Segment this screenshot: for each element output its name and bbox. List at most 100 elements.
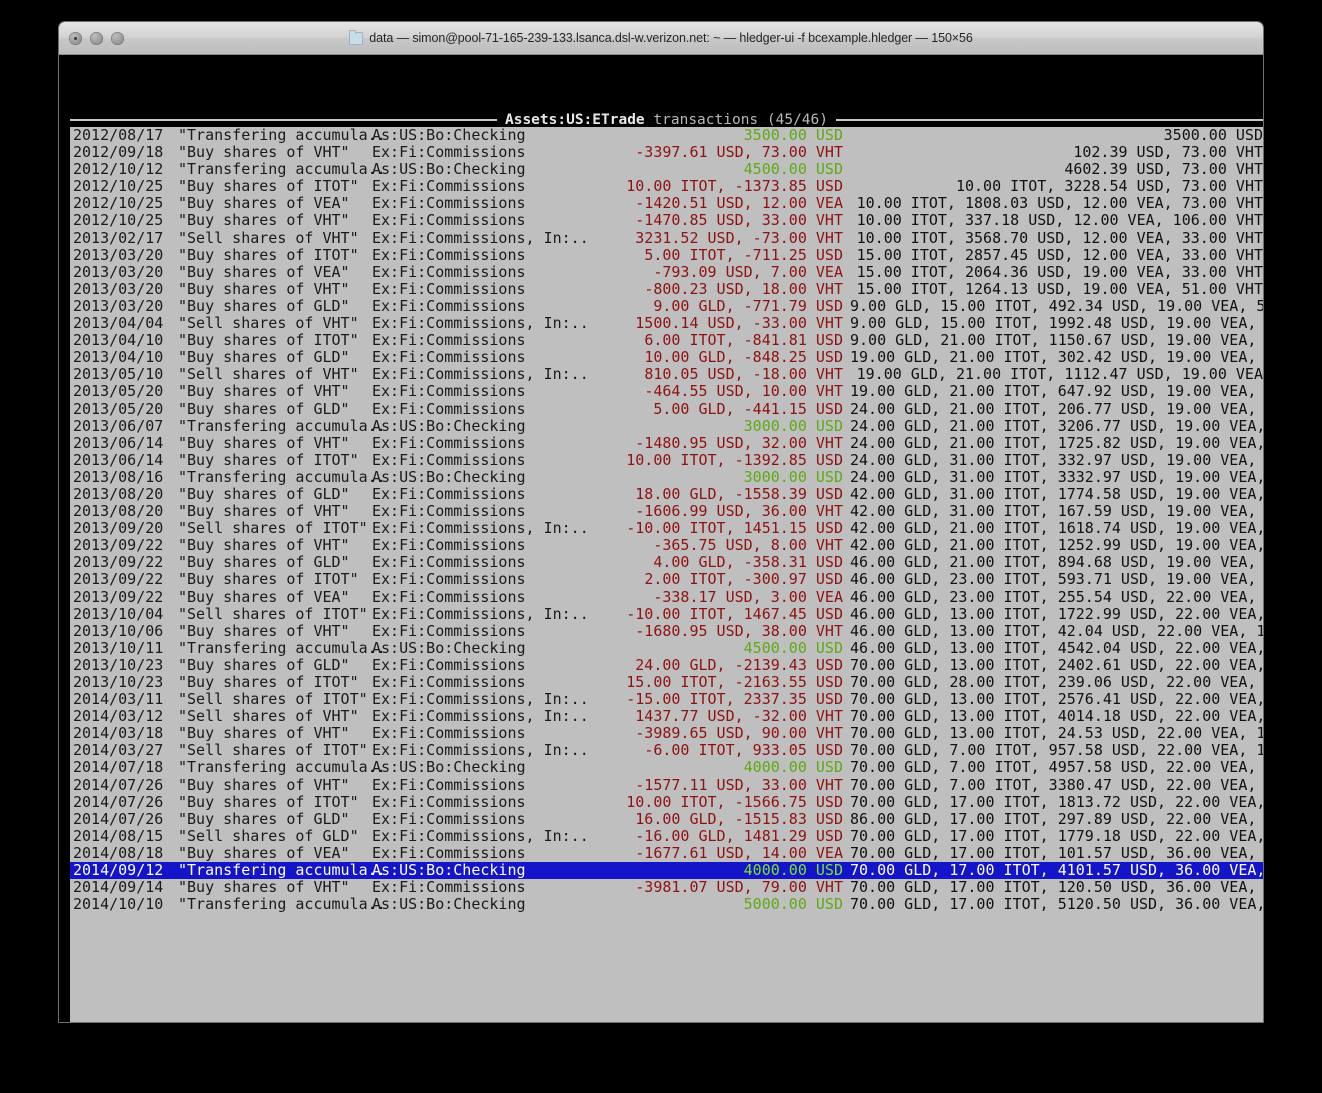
table-row[interactable]: 2013/02/17 "Sell shares of VHT" Ex:Fi:Comm… [70,229,1263,247]
table-row[interactable]: 2013/09/22 "Buy shares of GLD" Ex:Fi:Commi… [70,554,1263,571]
table-row[interactable]: 2014/03/18 "Buy shares of VHT" Ex:Fi:Commi… [70,725,1263,742]
table-row[interactable]: 2013/04/10 "Buy shares of GLD" Ex:Fi:Commi… [70,349,1263,366]
table-row[interactable]: 2013/05/10 "Sell shares of VHT" Ex:Fi:Comm… [70,366,1263,383]
table-row[interactable]: 2013/06/14 "Buy shares of VHT" Ex:Fi:Commi… [70,434,1263,452]
header-rule-left [70,119,497,121]
table-row[interactable]: 2013/10/06 "Buy shares of VHT" Ex:Fi:Commi… [70,621,1263,640]
transaction-date: 2013/03/20 [73,279,164,298]
transaction-account: Ex:Fi:Commissions [372,348,526,367]
transaction-description: "Buy shares of GLD" [178,484,350,503]
table-row[interactable]: 2013/08/20 "Buy shares of VHT" Ex:Fi:Commi… [70,502,1263,521]
table-row[interactable]: 2013/10/11 "Transfering accumula.. As:US:B… [70,639,1263,657]
transaction-account: Ex:Fi:Commissions [372,143,526,162]
transaction-amount: -3989.65 USD, 90.00 VHT [635,724,843,743]
table-row[interactable]: 2014/07/18 "Transfering accumula.. As:US:B… [70,759,1263,776]
transaction-date: 2014/07/18 [73,758,164,777]
transaction-account: Ex:Fi:Commissions [372,296,526,315]
transaction-balance: 70.00 GLD, 17.00 ITOT, 101.57 USD, 36.00… [850,843,1257,862]
transaction-balance: 42.00 GLD, 31.00 ITOT, 167.59 USD, 19.00… [850,502,1257,521]
transaction-amount: -1680.95 USD, 38.00 VHT [635,621,843,640]
transaction-date: 2013/09/22 [73,587,164,606]
table-row[interactable]: 2014/09/14 "Buy shares of VHT" Ex:Fi:Commi… [70,879,1263,896]
table-row[interactable]: 2014/08/18 "Buy shares of VEA" Ex:Fi:Commi… [70,843,1263,862]
transaction-amount: -793.09 USD, 7.00 VEA [653,262,843,281]
transaction-account: Ex:Fi:Commissions, In:.. [372,604,589,623]
table-row[interactable]: 2012/10/25 "Buy shares of VHT" Ex:Fi:Commi… [70,212,1263,229]
table-row[interactable]: 2014/03/27 "Sell shares of ITOT" Ex:Fi:Com… [70,742,1263,759]
zoom-button-icon[interactable] [111,31,124,45]
transaction-account: Ex:Fi:Commissions [372,775,526,794]
transaction-balance: 24.00 GLD, 21.00 ITOT, 3206.77 USD, 19.0… [850,416,1263,435]
transaction-account: Ex:Fi:Commissions, In:.. [372,519,589,538]
table-row[interactable]: 2014/07/26 "Buy shares of GLD" Ex:Fi:Commi… [70,810,1263,828]
close-button-icon[interactable] [69,31,82,45]
transaction-description: "Buy shares of ITOT" [178,177,359,196]
table-row[interactable]: 2012/08/17 "Transfering accumula.. As:US:B… [70,127,1263,144]
table-row[interactable]: 2012/10/25 "Buy shares of ITOT" Ex:Fi:Comm… [70,178,1263,195]
table-row[interactable]: 2012/10/12 "Transfering accumula.. As:US:B… [70,161,1263,178]
transaction-date: 2013/03/20 [73,296,164,315]
table-row[interactable]: 2014/07/26 "Buy shares of VHT" Ex:Fi:Commi… [70,775,1263,794]
table-row[interactable]: 2013/09/22 "Buy shares of ITOT" Ex:Fi:Comm… [70,571,1263,588]
table-row[interactable]: 2014/08/15 "Sell shares of GLD" Ex:Fi:Comm… [70,827,1263,845]
window-controls[interactable] [69,22,124,54]
table-row[interactable]: 2013/05/20 "Buy shares of GLD" Ex:Fi:Commi… [70,399,1263,418]
transaction-balance: 70.00 GLD, 7.00 ITOT, 957.58 USD, 22.00 … [850,741,1263,760]
transaction-amount: -15.00 ITOT, 2337.35 USD [626,690,843,709]
transaction-account: Ex:Fi:Commissions [372,536,526,555]
table-row[interactable]: 2012/10/25 "Buy shares of VEA" Ex:Fi:Commi… [70,195,1263,212]
table-row[interactable]: 2013/04/10 "Buy shares of ITOT" Ex:Fi:Comm… [70,332,1263,349]
table-row[interactable]: 2013/03/20 "Buy shares of ITOT" Ex:Fi:Comm… [70,246,1263,264]
transaction-amount: -6.00 ITOT, 933.05 USD [644,741,843,760]
table-row[interactable]: 2014/03/11 "Sell shares of ITOT" Ex:Fi:Com… [70,690,1263,709]
transaction-account: As:US:Bo:Checking [372,895,526,914]
transaction-account: Ex:Fi:Commissions [372,177,526,196]
table-row[interactable]: 2014/10/10 "Transfering accumula.. As:US:B… [70,896,1263,913]
transaction-date: 2012/09/18 [73,143,164,162]
transaction-amount: 10.00 ITOT, -1392.85 USD [626,450,843,469]
transaction-balance: 3500.00 USD [1163,127,1263,144]
transaction-description: "Buy shares of GLD" [178,399,350,418]
table-row[interactable]: 2012/09/18 "Buy shares of VHT" Ex:Fi:Commi… [70,143,1263,162]
table-row[interactable]: 2013/10/23 "Buy shares of ITOT" Ex:Fi:Comm… [70,673,1263,691]
header-title: Assets:US:ETrade transactions (45/46) [497,111,836,129]
transaction-date: 2014/09/12 [73,861,164,880]
minimize-button-icon[interactable] [90,31,103,45]
table-row[interactable]: 2013/08/16 "Transfering accumula.. As:US:B… [70,468,1263,486]
table-row[interactable]: 2014/09/12 "Transfering accumula.. As:US:B… [70,861,1263,880]
transaction-date: 2013/08/20 [73,502,164,521]
terminal-screen[interactable]: Assets:US:ETrade transactions (45/46) 20… [59,55,1263,1022]
transaction-description: "Buy shares of ITOT" [178,331,359,350]
transaction-date: 2012/10/12 [73,160,164,179]
table-row[interactable]: 2013/06/07 "Transfering accumula.. As:US:B… [70,416,1263,435]
table-row[interactable]: 2014/03/12 "Sell shares of VHT" Ex:Fi:Comm… [70,708,1263,725]
terminal-window[interactable]: data — simon@pool-71-165-239-133.lsanca.… [59,22,1263,1022]
table-row[interactable]: 2013/10/04 "Sell shares of ITOT" Ex:Fi:Com… [70,604,1263,623]
transaction-date: 2014/07/26 [73,792,164,811]
transaction-description: "Buy shares of ITOT" [178,450,359,469]
transaction-description: "Sell shares of ITOT" [178,690,368,709]
transaction-balance: 15.00 ITOT, 2064.36 USD, 19.00 VEA, 33.0… [856,262,1263,281]
table-row[interactable]: 2013/05/20 "Buy shares of VHT" Ex:Fi:Commi… [70,383,1263,400]
table-row[interactable]: 2013/09/22 "Buy shares of VEA" Ex:Fi:Commi… [70,587,1263,606]
table-row[interactable]: 2013/06/14 "Buy shares of ITOT" Ex:Fi:Comm… [70,450,1263,469]
transaction-amount: 9.00 GLD, -771.79 USD [653,296,843,315]
transaction-amount: -365.75 USD, 8.00 VHT [653,536,843,555]
transaction-balance: 70.00 GLD, 13.00 ITOT, 4014.18 USD, 22.0… [850,707,1263,726]
transaction-amount: -3981.07 USD, 79.00 VHT [635,878,843,897]
table-row[interactable]: 2013/03/20 "Buy shares of VHT" Ex:Fi:Commi… [70,279,1263,298]
table-row[interactable]: 2013/03/20 "Buy shares of GLD" Ex:Fi:Commi… [70,296,1263,315]
transaction-balance: 46.00 GLD, 23.00 ITOT, 255.54 USD, 22.00… [850,587,1257,606]
transactions-list[interactable]: 2012/08/17 "Transfering accumula.. As:US:B… [70,127,1263,1022]
window-titlebar[interactable]: data — simon@pool-71-165-239-133.lsanca.… [59,22,1263,55]
table-row[interactable]: 2013/09/20 "Sell shares of ITOT" Ex:Fi:Com… [70,520,1263,537]
transaction-amount: -10.00 ITOT, 1467.45 USD [626,604,843,623]
table-row[interactable]: 2013/08/20 "Buy shares of GLD" Ex:Fi:Commi… [70,484,1263,503]
table-row[interactable]: 2013/09/22 "Buy shares of VHT" Ex:Fi:Commi… [70,537,1263,554]
transaction-account: Ex:Fi:Commissions, In:.. [372,741,589,760]
table-row[interactable]: 2013/03/20 "Buy shares of VEA" Ex:Fi:Commi… [70,262,1263,281]
table-row[interactable]: 2013/04/04 "Sell shares of VHT" Ex:Fi:Comm… [70,314,1263,332]
transaction-balance: 42.00 GLD, 31.00 ITOT, 1774.58 USD, 19.0… [850,484,1263,503]
table-row[interactable]: 2014/07/26 "Buy shares of ITOT" Ex:Fi:Comm… [70,792,1263,811]
table-row[interactable]: 2013/10/23 "Buy shares of GLD" Ex:Fi:Commi… [70,656,1263,674]
